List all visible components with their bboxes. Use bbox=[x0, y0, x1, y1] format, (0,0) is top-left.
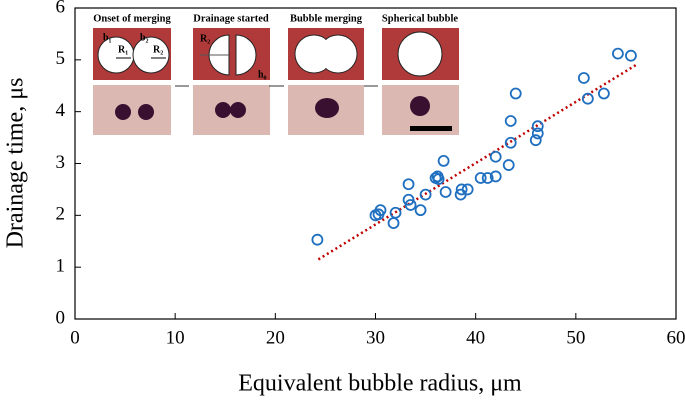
x-tick-label: 30 bbox=[366, 327, 385, 348]
y-tick-label: 0 bbox=[56, 307, 66, 328]
panel-title: Bubble merging bbox=[290, 13, 363, 24]
point bbox=[439, 186, 452, 198]
point bbox=[387, 217, 400, 230]
photo-bubble bbox=[115, 104, 131, 120]
y-tick-label: 2 bbox=[56, 204, 66, 225]
point bbox=[404, 199, 417, 211]
photo-bubble bbox=[215, 102, 231, 118]
x-tick-label: 40 bbox=[466, 327, 485, 348]
x-tick-label: 0 bbox=[70, 327, 80, 348]
point bbox=[489, 150, 502, 163]
sketch-label: b₂ bbox=[140, 32, 149, 43]
x-tick-label: 60 bbox=[667, 327, 685, 348]
point bbox=[625, 49, 637, 62]
inset-photo bbox=[93, 85, 171, 135]
y-tick-label: 1 bbox=[56, 256, 66, 277]
point bbox=[437, 155, 450, 167]
point bbox=[504, 136, 517, 149]
point bbox=[374, 204, 387, 217]
y-tick-label: 6 bbox=[56, 0, 66, 17]
sketch-label: R₂ bbox=[200, 33, 210, 44]
photo-bubble bbox=[138, 104, 154, 120]
sketch-label: b₁ bbox=[103, 32, 112, 43]
point bbox=[474, 172, 487, 184]
point bbox=[597, 87, 610, 100]
point bbox=[504, 115, 517, 127]
panel-title: Onset of merging bbox=[93, 13, 171, 24]
photo-bubble bbox=[230, 102, 246, 118]
point bbox=[612, 47, 624, 60]
sketch-label: h₀ bbox=[258, 69, 267, 80]
panel-title: Drainage started bbox=[193, 13, 269, 24]
x-tick-label: 50 bbox=[566, 327, 585, 348]
point bbox=[502, 159, 515, 171]
bubble-sketch bbox=[397, 31, 443, 77]
point bbox=[402, 193, 415, 206]
point bbox=[529, 134, 542, 147]
point bbox=[389, 206, 402, 219]
point bbox=[402, 178, 415, 191]
x-tick-label: 20 bbox=[266, 327, 285, 348]
point bbox=[509, 87, 522, 100]
bubble-sketch bbox=[319, 35, 357, 73]
point bbox=[481, 172, 494, 184]
y-tick-label: 5 bbox=[56, 48, 66, 69]
sketch-label: R₂ bbox=[153, 44, 163, 55]
point bbox=[431, 170, 444, 183]
point bbox=[531, 120, 544, 133]
inset-panel bbox=[193, 28, 270, 80]
point bbox=[455, 183, 468, 196]
inset: Onset of merging Drainage started Bubble… bbox=[93, 13, 459, 135]
point bbox=[419, 188, 432, 201]
scale-bar bbox=[410, 126, 452, 131]
point bbox=[531, 127, 544, 140]
x-tick-label: 10 bbox=[166, 327, 185, 348]
photo-bubble bbox=[315, 98, 339, 118]
photo-bubble bbox=[410, 96, 430, 116]
y-tick-label: 4 bbox=[56, 100, 66, 121]
panel-title: Spherical bubble bbox=[382, 13, 458, 24]
point bbox=[461, 183, 474, 196]
point bbox=[311, 233, 324, 246]
point bbox=[414, 204, 427, 217]
x-axis-title: Equivalent bubble radius, μm bbox=[238, 371, 522, 397]
bubble-sketch bbox=[132, 36, 170, 74]
y-tick-label: 3 bbox=[56, 152, 66, 173]
point bbox=[581, 92, 594, 105]
sketch-label: R₁ bbox=[118, 44, 128, 55]
y-axis-title: Drainage time, μs bbox=[3, 78, 29, 249]
point bbox=[577, 72, 590, 84]
bubble-sketch bbox=[235, 34, 257, 76]
point bbox=[489, 170, 502, 183]
